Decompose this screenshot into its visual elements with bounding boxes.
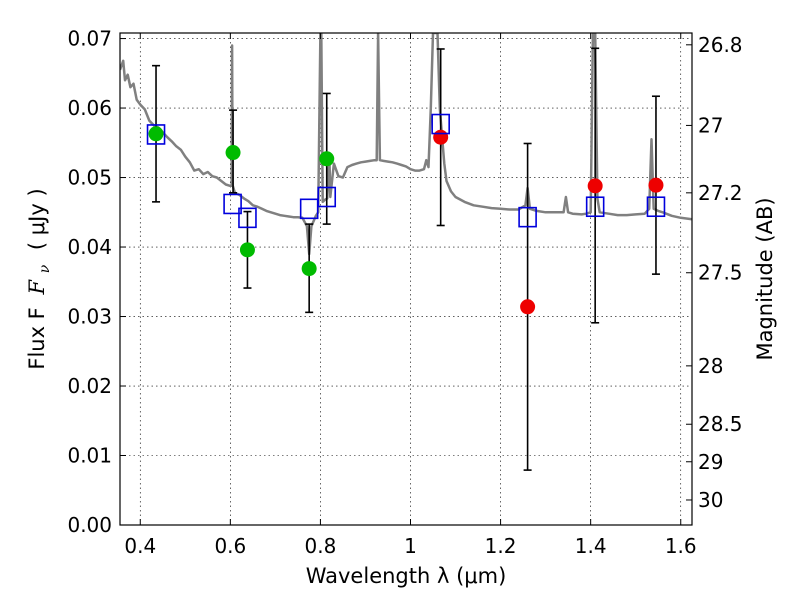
error-bars-layer: [152, 47, 660, 471]
model-photometry-square: [223, 193, 242, 215]
model-photometry-square: [431, 113, 450, 135]
x-axis-label: Wavelength λ (μm): [306, 564, 507, 588]
right-tick-label: 27.2: [698, 181, 743, 205]
y-tick-label: 0.05: [67, 166, 112, 190]
y-tick-label: 0.01: [67, 444, 112, 468]
model-photometry-square: [238, 207, 257, 229]
y-axis-label-main: Flux F: [25, 307, 49, 369]
data-point-ee0000: [648, 177, 664, 193]
right-tick-label: 28: [698, 354, 723, 378]
model-photometry-square: [585, 196, 605, 218]
data-point-00bb00: [239, 242, 255, 258]
axis-ticks: 0.4 0.6 0.8 1 1.2 1.4 1.6 0.00 0.01 0.02 0.03 0.04 0…: [67, 27, 742, 558]
plot-frame: [119, 32, 693, 526]
y-tick-label: 0.04: [67, 235, 112, 259]
x-tick-label: 0.8: [305, 534, 337, 558]
model-spectrum-layer: [120, 33, 692, 256]
right-tick-label: 28.5: [698, 412, 743, 436]
markers-layer: [146, 113, 666, 315]
x-tick-label: 1.2: [485, 534, 517, 558]
model-spectrum-line: [120, 33, 692, 256]
x-tick-label: 0.6: [214, 534, 246, 558]
model-photometry-square: [518, 206, 537, 228]
y-axis-label-unit: ( μJy ): [25, 188, 49, 250]
model-photometry-square: [146, 124, 166, 145]
y-tick-label: 0.07: [67, 27, 112, 51]
model-photometry-square: [299, 198, 319, 220]
data-point-00bb00: [319, 151, 335, 167]
data-point-ee0000: [433, 129, 449, 145]
data-point-00bb00: [301, 261, 317, 277]
y-axis-label: Flux F F ν ( μJy ): [25, 188, 54, 369]
model-photometry-square: [317, 186, 337, 208]
x-tick-label: 1: [404, 534, 417, 558]
y-tick-label: 0.00: [67, 513, 112, 537]
data-point-ee0000: [520, 299, 536, 315]
data-point-ee0000: [587, 178, 603, 194]
y-tick-label: 0.02: [67, 374, 112, 398]
data-point-00bb00: [148, 126, 164, 142]
x-tick-label: 1.4: [575, 534, 607, 558]
model-photometry-square: [646, 196, 666, 218]
right-tick-label: 30: [698, 488, 723, 512]
y-axis-label-subscript-base: F: [25, 279, 49, 296]
y-axis-label-subscript: ν: [37, 264, 53, 273]
x-tick-label: 1.6: [665, 534, 697, 558]
right-tick-label: 27: [698, 113, 723, 137]
y-tick-label: 0.03: [67, 305, 112, 329]
right-tick-label: 27.5: [698, 261, 743, 285]
x-tick-label: 0.4: [124, 534, 156, 558]
right-axis-label: Magnitude (AB): [753, 197, 777, 360]
right-tick-label: 26.8: [698, 33, 743, 57]
y-tick-label: 0.06: [67, 96, 112, 120]
data-point-00bb00: [225, 145, 241, 161]
right-tick-label: 29: [698, 450, 723, 474]
